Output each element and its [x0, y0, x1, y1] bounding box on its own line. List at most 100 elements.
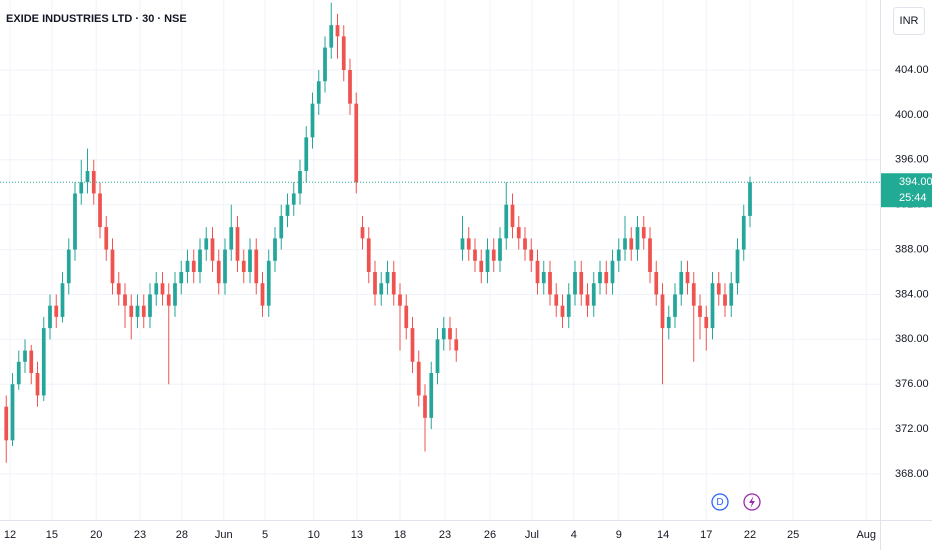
- candle-body: [85, 171, 90, 183]
- price-label-box: [881, 173, 932, 208]
- x-tick-label: 23: [134, 529, 146, 541]
- candle-body: [229, 227, 234, 250]
- x-tick-label: Jun: [215, 529, 233, 541]
- candle-body: [460, 238, 465, 250]
- candle-body: [579, 272, 584, 295]
- candle-body: [4, 406, 9, 441]
- y-tick-label: 388.00: [895, 243, 929, 255]
- price-label: 394.00: [899, 176, 932, 188]
- y-tick-label: 404.00: [895, 64, 929, 76]
- x-tick-label: 4: [571, 529, 577, 541]
- x-tick-label: 9: [616, 529, 622, 541]
- candle-body: [379, 283, 384, 295]
- candle-body: [110, 249, 115, 284]
- x-tick-label: 17: [700, 529, 712, 541]
- candle-body: [610, 260, 615, 284]
- candle-body: [554, 294, 559, 306]
- candle-body: [679, 272, 684, 295]
- candle-body: [535, 260, 540, 284]
- candle-body: [254, 249, 259, 284]
- x-tick-label: 23: [439, 529, 451, 541]
- candle-body: [304, 137, 309, 172]
- x-tick-label: 5: [262, 529, 268, 541]
- y-tick-label: 396.00: [895, 154, 929, 166]
- y-tick-label: 380.00: [895, 333, 929, 345]
- x-tick-label: 28: [176, 529, 188, 541]
- candle-body: [248, 249, 252, 273]
- x-tick-label: 26: [484, 529, 496, 541]
- candle-body: [241, 260, 246, 273]
- candle-body: [429, 372, 434, 418]
- candle-body: [704, 316, 709, 329]
- candle-body: [616, 249, 621, 261]
- candle-body: [710, 283, 715, 329]
- grid: [0, 0, 880, 520]
- candle-body: [160, 283, 165, 295]
- candle-body: [566, 294, 571, 317]
- candle-body: [441, 328, 446, 340]
- dividend-event[interactable]: [711, 493, 729, 511]
- candle-body: [391, 272, 396, 295]
- candle-body: [135, 305, 140, 317]
- x-tick-label: 10: [308, 529, 320, 541]
- candle-body: [385, 272, 390, 284]
- candle-body: [529, 249, 534, 261]
- candle-body: [498, 238, 502, 261]
- x-tick-label: Aug: [856, 529, 876, 541]
- candle-body: [360, 227, 365, 239]
- candle-body: [310, 103, 315, 138]
- y-tick-label: 400.00: [895, 109, 929, 121]
- candle-body: [185, 260, 190, 273]
- currency-button[interactable]: [893, 7, 925, 35]
- candle-body: [10, 384, 15, 441]
- countdown-label: 25:44: [899, 192, 927, 204]
- candle-body: [635, 227, 640, 250]
- currency-label[interactable]: INR: [900, 15, 919, 27]
- candle-body: [454, 339, 459, 351]
- candle-body: [285, 204, 290, 216]
- candle-body: [685, 272, 690, 284]
- candle-body: [60, 283, 65, 317]
- y-tick-label: 368.00: [895, 468, 929, 480]
- candle-body: [666, 316, 671, 329]
- candle-body: [210, 238, 215, 261]
- chart-title: EXIDE INDUSTRIES LTD · 30 · NSE: [6, 13, 187, 25]
- candle-body: [673, 294, 677, 317]
- candle-body: [748, 182, 752, 216]
- candle-body: [448, 328, 452, 340]
- candle-body: [410, 328, 415, 362]
- candle-body: [123, 294, 127, 306]
- candle-body: [466, 238, 471, 250]
- candle-body: [641, 227, 646, 239]
- candle-body: [716, 283, 721, 295]
- candle-body: [510, 204, 515, 228]
- candle-body: [266, 260, 271, 306]
- candle-body: [354, 103, 359, 183]
- candle-body: [491, 249, 496, 261]
- candle-body: [35, 372, 40, 396]
- candle-body: [660, 294, 665, 329]
- candle-body: [485, 249, 490, 273]
- candle-body: [423, 395, 427, 418]
- x-tick-label: 14: [657, 529, 669, 541]
- candle-body: [516, 227, 521, 239]
- candle-body: [235, 227, 240, 261]
- candle-body: [29, 350, 34, 373]
- candle-body: [316, 81, 321, 104]
- y-tick-label: 372.00: [895, 423, 929, 435]
- candle-body: [216, 260, 221, 284]
- candles: [4, 2, 752, 463]
- candle-body: [73, 193, 77, 250]
- candle-body: [548, 272, 552, 295]
- candle-body: [398, 294, 402, 306]
- candle-body: [16, 361, 21, 385]
- candle-body: [623, 238, 627, 250]
- dividend-event-label[interactable]: D: [716, 497, 723, 508]
- x-tick-label: 15: [46, 529, 58, 541]
- candle-body: [560, 305, 565, 317]
- candle-body: [279, 215, 284, 239]
- candle-body: [473, 249, 477, 261]
- candle-body: [698, 305, 702, 317]
